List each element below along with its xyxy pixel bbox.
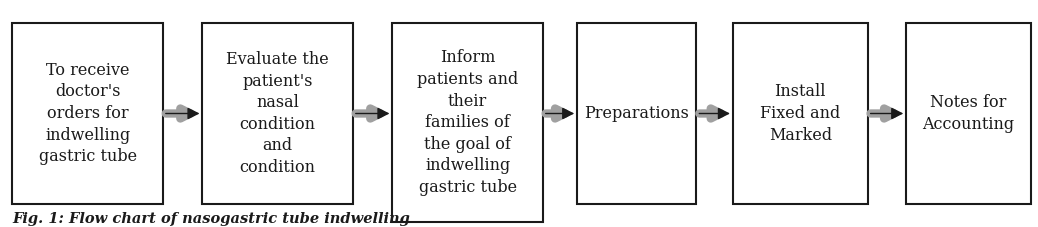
Text: Notes for
Accounting: Notes for Accounting — [923, 94, 1014, 133]
Bar — [392, 23, 543, 222]
Bar — [906, 23, 1031, 204]
Text: To receive
doctor's
orders for
indwelling
gastric tube: To receive doctor's orders for indwellin… — [38, 62, 137, 165]
Bar — [12, 23, 163, 204]
Bar — [733, 23, 868, 204]
Text: Install
Fixed and
Marked: Install Fixed and Marked — [760, 84, 841, 143]
Text: Fig. 1: Flow chart of nasogastric tube indwelling: Fig. 1: Flow chart of nasogastric tube i… — [12, 212, 410, 226]
Bar — [202, 23, 353, 204]
Text: Evaluate the
patient's
nasal
condition
and
condition: Evaluate the patient's nasal condition a… — [226, 51, 329, 176]
Text: Inform
patients and
their
families of
the goal of
indwelling
gastric tube: Inform patients and their families of th… — [417, 49, 518, 196]
Text: Preparations: Preparations — [584, 105, 689, 122]
Bar — [577, 23, 696, 204]
